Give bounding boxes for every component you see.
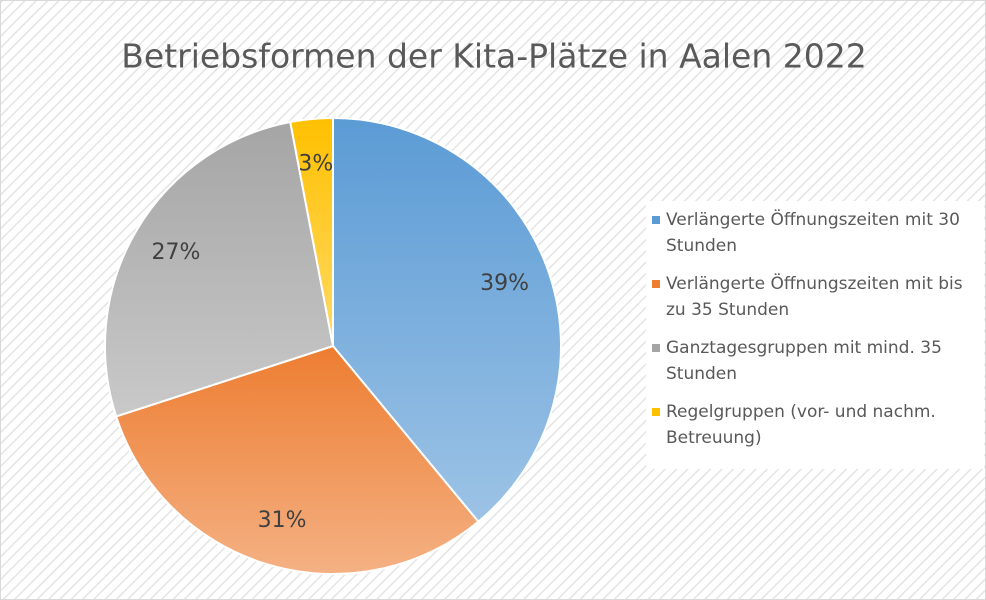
pie-slice	[104, 120, 335, 418]
data-label: 39%	[480, 271, 529, 296]
data-label: 3%	[298, 151, 333, 176]
legend-swatch	[652, 408, 660, 416]
legend: Verlängerte Öffnungszeiten mit 30 Stunde…	[646, 201, 984, 469]
pie-slice	[289, 116, 334, 347]
pie-slice	[114, 344, 480, 575]
data-label: 27%	[152, 240, 201, 265]
pie-slice	[332, 116, 562, 524]
legend-label: Verlängerte Öffnungszeiten mit 30 Stunde…	[666, 210, 960, 256]
legend-swatch	[652, 216, 660, 224]
chart-title: Betriebsformen der Kita-Plätze in Aalen …	[121, 37, 866, 76]
legend-item: Verlängerte Öffnungszeiten mit 30 Stunde…	[650, 207, 966, 259]
legend-item: Verlängerte Öffnungszeiten mit bis zu 35…	[650, 271, 966, 323]
legend-label: Regelgruppen (vor- und nachm. Betreuung)	[666, 402, 936, 448]
data-label: 31%	[258, 508, 307, 533]
legend-swatch	[652, 344, 660, 352]
legend-swatch	[652, 280, 660, 288]
legend-item: Regelgruppen (vor- und nachm. Betreuung)	[650, 399, 966, 451]
legend-item: Ganztagesgruppen mit mind. 35 Stunden	[650, 335, 966, 387]
legend-label: Verlängerte Öffnungszeiten mit bis zu 35…	[666, 274, 963, 320]
legend-label: Ganztagesgruppen mit mind. 35 Stunden	[666, 338, 942, 384]
